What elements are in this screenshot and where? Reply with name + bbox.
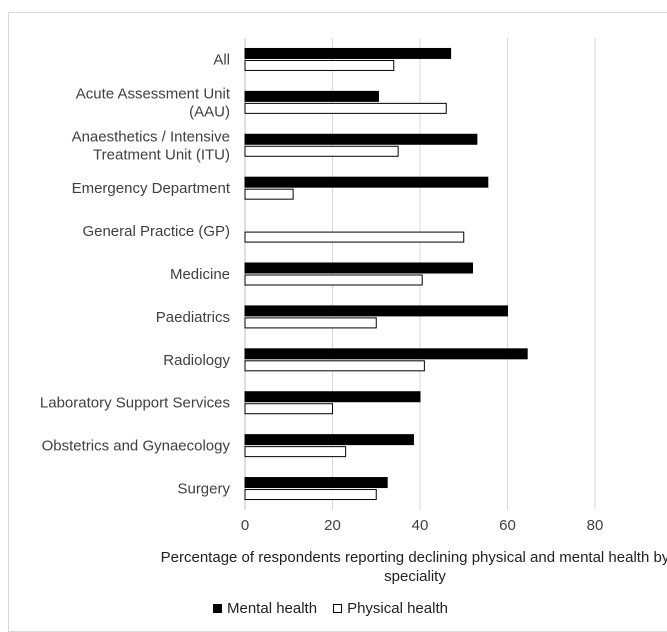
bar-physical-7: [244, 360, 425, 372]
bar-physical-10: [244, 489, 377, 501]
category-label-line: Emergency Department: [72, 180, 231, 197]
legend: Mental health Physical health: [213, 600, 464, 617]
bars: [244, 47, 528, 501]
x-tick-label: 60: [499, 517, 516, 534]
gridlines: [244, 38, 596, 510]
x-axis-title: Percentage of respondents reporting decl…: [160, 549, 667, 585]
category-label: All: [213, 51, 230, 68]
x-tick-label: 40: [412, 517, 429, 534]
category-label: Medicine: [170, 266, 230, 283]
category-label: Radiology: [163, 352, 230, 369]
category-label: Anaesthetics / Intensive Treatment Unit (…: [72, 128, 230, 163]
x-tick-labels: 0 20 40 60 80: [241, 517, 604, 534]
x-tick-label: 80: [587, 517, 604, 534]
category-label: Surgery: [177, 481, 230, 498]
category-label-line: Anaesthetics / Intensive: [72, 128, 230, 145]
legend-swatch-mental: [213, 604, 222, 613]
bar-physical-6: [244, 317, 377, 329]
legend-swatch-physical: [333, 604, 343, 613]
bar-mental-7: [244, 348, 528, 360]
category-label-line: Surgery: [177, 481, 230, 498]
bar-mental-0: [244, 47, 452, 59]
bar-physical-3: [244, 188, 294, 200]
bar-chart: All Acute Assessment Unit (AAU) Anaesthetic…: [40, 38, 604, 534]
category-label-line: All: [213, 51, 230, 68]
bar-mental-2: [244, 133, 478, 145]
category-labels: All Acute Assessment Unit (AAU) Anaesthetic…: [40, 51, 231, 497]
category-label-line: Treatment Unit (ITU): [93, 146, 230, 163]
bar-physical-4: [244, 231, 465, 243]
category-label-line: Paediatrics: [156, 309, 230, 326]
bar-mental-10: [244, 477, 388, 489]
bar-mental-8: [244, 391, 421, 403]
legend-label-physical: Physical health: [347, 600, 448, 617]
legend-item-mental: Mental health: [213, 600, 317, 617]
bar-mental-3: [244, 176, 489, 188]
bar-mental-1: [244, 90, 379, 102]
legend-label-mental: Mental health: [227, 600, 318, 617]
bar-physical-1: [244, 102, 447, 114]
category-label: Emergency Department: [72, 180, 231, 197]
bar-physical-0: [244, 59, 395, 71]
category-label-line: Acute Assessment Unit: [76, 85, 231, 102]
category-label: Laboratory Support Services: [40, 395, 230, 412]
category-label: General Practice (GP): [82, 223, 230, 240]
category-label: Acute Assessment Unit (AAU): [76, 85, 231, 120]
x-tick-label: 0: [241, 517, 249, 534]
bar-physical-5: [244, 274, 423, 286]
category-label-line: Medicine: [170, 266, 230, 283]
category-label: Obstetrics and Gynaecology: [42, 438, 231, 455]
category-label-line: Obstetrics and Gynaecology: [42, 438, 231, 455]
bar-mental-9: [244, 434, 414, 446]
category-label-line: Laboratory Support Services: [40, 395, 230, 412]
category-label-line: Radiology: [163, 352, 230, 369]
bar-physical-2: [244, 145, 399, 157]
x-tick-label: 20: [324, 517, 341, 534]
category-label-line: (AAU): [189, 103, 230, 120]
bar-mental-6: [244, 305, 508, 317]
category-label: Paediatrics: [156, 309, 230, 326]
bar-physical-9: [244, 446, 347, 458]
category-label-line: General Practice (GP): [82, 223, 230, 240]
bar-physical-8: [244, 403, 333, 415]
bar-mental-5: [244, 262, 473, 274]
legend-item-physical: Physical health: [333, 600, 448, 617]
